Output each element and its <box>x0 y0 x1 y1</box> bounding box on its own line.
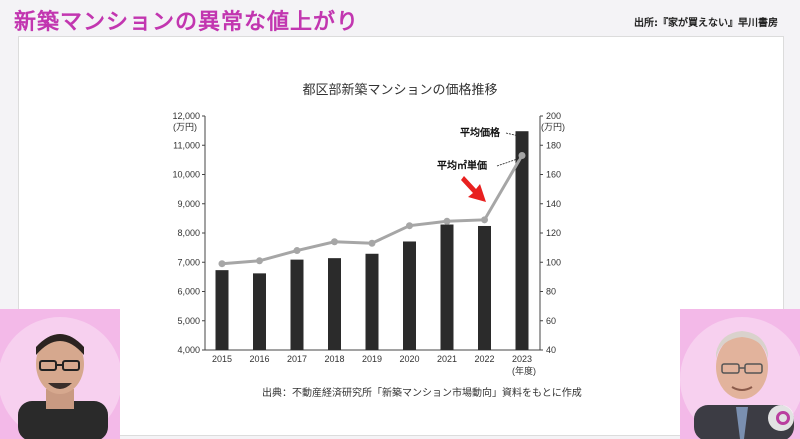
left-tick-label: 10,000 <box>172 170 200 180</box>
line-point-unit-price <box>368 239 376 247</box>
x-tick-label: 2015 <box>212 354 232 364</box>
right-tick-label: 60 <box>546 316 556 326</box>
bar-average-price <box>478 225 491 350</box>
line-point-unit-price <box>256 257 263 265</box>
bar-average-price <box>290 259 304 350</box>
slide-title: 新築マンションの異常な値上がり <box>14 10 360 35</box>
series-label-average-price: 平均価格 <box>460 126 501 139</box>
left-tick-label: 6,000 <box>177 287 200 297</box>
right-tick-label: 180 <box>546 140 561 150</box>
chart-panel <box>18 36 784 436</box>
x-tick-label: 2023 <box>512 354 532 364</box>
presenter-right-video <box>680 309 800 439</box>
series-label-unit-price: 平均㎡単価 <box>437 159 487 172</box>
x-tick-label: 2017 <box>287 354 307 364</box>
x-tick-label: 2016 <box>249 354 269 364</box>
bar-average-price <box>328 258 341 350</box>
left-tick-label: 11,000 <box>173 140 200 150</box>
line-point-unit-price <box>443 217 451 225</box>
presenter-left-avatar <box>0 309 120 439</box>
left-tick-label: 5,000 <box>177 316 200 326</box>
line-point-unit-price <box>331 238 338 246</box>
right-tick-label: 80 <box>546 287 556 297</box>
right-tick-label: 120 <box>546 228 561 238</box>
presenter-right-avatar <box>680 309 800 439</box>
line-point-unit-price <box>293 247 301 255</box>
chart-title: 都区部新築マンションの価格推移 <box>302 83 498 98</box>
footnote: 出典：不動産経済研究所「新築マンション市場動向」資料をもとに作成 <box>262 388 582 399</box>
left-tick-label: 4,000 <box>177 345 200 355</box>
line-point-unit-price <box>518 151 526 159</box>
left-axis-unit: (万円) <box>173 122 197 132</box>
x-axis-unit: (年度) <box>512 365 536 376</box>
right-tick-label: 40 <box>546 345 556 355</box>
bar-average-price <box>365 253 379 350</box>
left-tick-label: 7,000 <box>177 257 200 267</box>
line-point-unit-price <box>218 260 226 268</box>
channel-logo-icon <box>768 405 794 431</box>
x-tick-label: 2020 <box>399 354 419 364</box>
right-tick-label: 160 <box>546 170 561 180</box>
right-tick-label: 100 <box>546 257 561 267</box>
bar-average-price <box>440 224 454 350</box>
x-tick-label: 2022 <box>474 354 494 364</box>
right-axis-unit: (万円) <box>541 122 565 132</box>
bar-average-price <box>215 270 229 350</box>
label-leader-line <box>496 158 520 167</box>
right-tick-label: 200 <box>546 111 561 121</box>
x-tick-label: 2018 <box>324 354 344 364</box>
red-arrow-icon <box>461 176 486 202</box>
line-point-unit-price <box>481 216 488 224</box>
left-tick-label: 12,000 <box>172 111 200 121</box>
presenter-left-video <box>0 309 120 439</box>
label-leader-line <box>505 132 516 136</box>
line-point-unit-price <box>406 222 413 230</box>
right-tick-label: 140 <box>546 199 561 209</box>
x-tick-label: 2021 <box>437 354 457 364</box>
bar-average-price <box>515 131 529 350</box>
bar-average-price <box>403 241 416 350</box>
bar-average-price <box>253 273 266 350</box>
left-tick-label: 8,000 <box>177 228 200 238</box>
x-tick-label: 2019 <box>362 354 382 364</box>
source-credit: 出所:『家が買えない』早川書房 <box>634 18 778 29</box>
left-tick-label: 9,000 <box>177 199 200 209</box>
